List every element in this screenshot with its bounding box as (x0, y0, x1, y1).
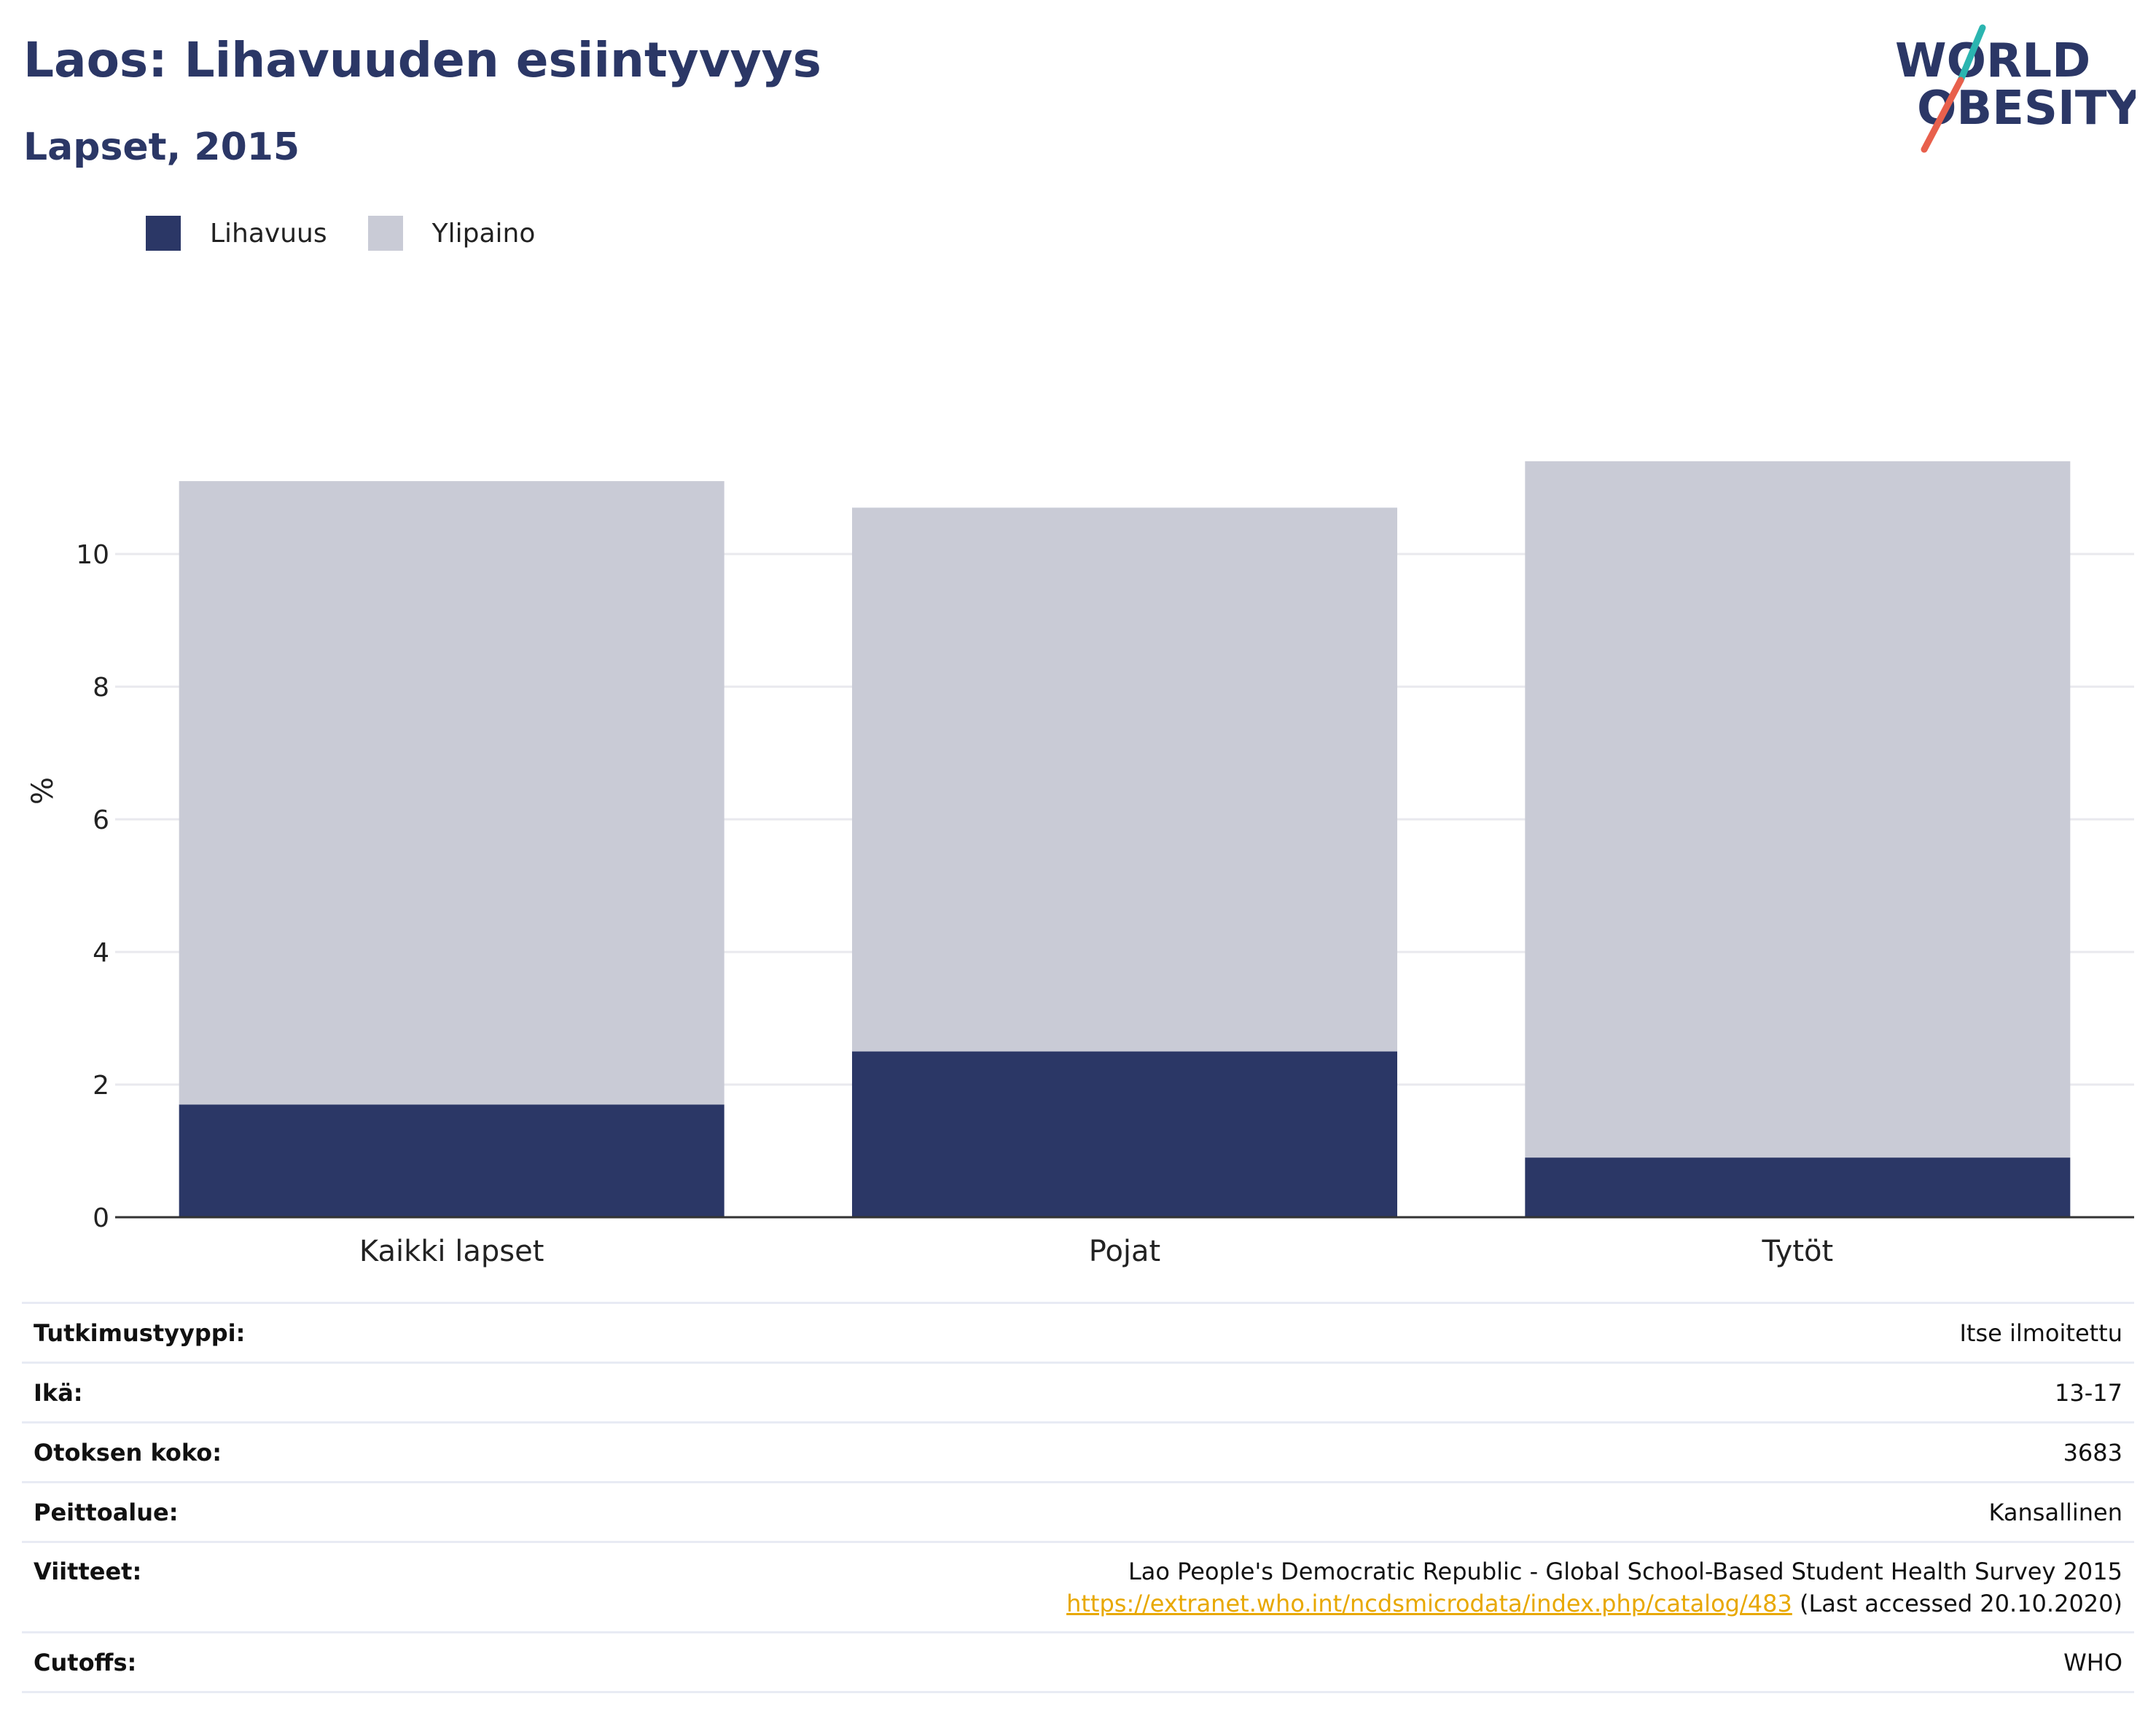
info-row-coverage: Peittoalue: Kansallinen (22, 1482, 2134, 1543)
info-key: Viitteet: (22, 1542, 400, 1633)
bar-lihavuus (179, 1104, 724, 1217)
info-key: Peittoalue: (22, 1482, 400, 1543)
legend-item-ylipaino[interactable]: Ylipaino (367, 216, 536, 251)
logo-line1: WORLD (1895, 34, 2090, 88)
info-row-sample-size: Otoksen koko: 3683 (22, 1422, 2134, 1483)
legend: Lihavuus Ylipaino (146, 216, 576, 251)
logo-slash-red (1921, 77, 1964, 153)
bar-ylipaino (1525, 461, 2071, 1158)
info-value: 13-17 (399, 1362, 2134, 1423)
y-tick-label: 10 (76, 540, 109, 570)
info-row-references: Viitteet: Lao People's Democratic Republ… (22, 1542, 2134, 1633)
reference-note: (Last accessed 20.10.2020) (1799, 1589, 2122, 1617)
bar-ylipaino (852, 507, 1397, 1052)
legend-swatch-ylipaino (367, 216, 403, 251)
legend-label-lihavuus: Lihavuus (210, 218, 327, 249)
y-tick-label: 4 (93, 938, 109, 968)
info-key: Tutkimustyyppi: (22, 1302, 400, 1364)
bar-ylipaino (179, 481, 724, 1105)
legend-label-ylipaino: Ylipaino (431, 218, 536, 249)
info-value: Itse ilmoitettu (399, 1302, 2134, 1364)
world-obesity-logo: WORLD OBESITY (1895, 24, 2136, 153)
logo-slash-teal (1957, 24, 1986, 84)
info-key: Ikä: (22, 1362, 400, 1423)
info-value: WHO (399, 1632, 2134, 1693)
info-value: 3683 (399, 1422, 2134, 1483)
reference-text: Lao People's Democratic Republic - Globa… (1128, 1557, 2122, 1585)
legend-item-lihavuus[interactable]: Lihavuus (146, 216, 327, 251)
bar-chart: 0 2 4 6 8 10 Kaikki lapset Pojat Tytöt% (26, 461, 2134, 1268)
reference-link[interactable]: https://extranet.who.int/ncdsmicrodata/i… (1066, 1589, 1792, 1617)
y-tick-label: 8 (93, 673, 109, 703)
bar-lihavuus (1525, 1157, 2071, 1217)
info-row-cutoffs: Cutoffs: WHO (22, 1632, 2134, 1693)
x-category-label: Kaikki lapset (359, 1235, 544, 1268)
y-tick-label: 0 (93, 1203, 109, 1233)
info-value: Kansallinen (399, 1482, 2134, 1543)
y-tick-label: 6 (93, 805, 109, 835)
x-category-label: Tytöt (1761, 1235, 1833, 1268)
y-tick-label: 2 (93, 1071, 109, 1101)
x-category-label: Pojat (1089, 1235, 1160, 1268)
info-key: Cutoffs: (22, 1632, 400, 1693)
info-row-age: Ikä: 13-17 (22, 1362, 2134, 1423)
info-key: Otoksen koko: (22, 1422, 400, 1483)
bar-lihavuus (852, 1051, 1397, 1217)
info-row-study-type: Tutkimustyyppi: Itse ilmoitettu (22, 1302, 2134, 1364)
legend-swatch-lihavuus (146, 216, 181, 251)
chart-title: Laos: Lihavuuden esiintyvyys (23, 32, 821, 88)
info-value: Lao People's Democratic Republic - Globa… (399, 1542, 2134, 1633)
y-axis-title: % (26, 777, 60, 805)
chart-subtitle: Lapset, 2015 (23, 125, 300, 169)
info-table: Tutkimustyyppi: Itse ilmoitettu Ikä: 13-… (22, 1302, 2134, 1693)
